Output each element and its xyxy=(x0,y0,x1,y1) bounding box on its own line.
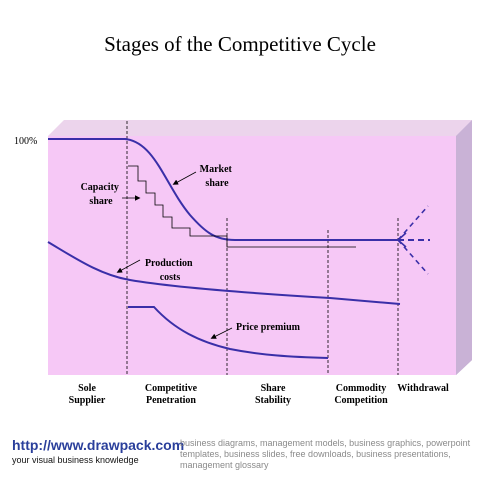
stage-line2: Supplier xyxy=(68,395,106,406)
stage-line1: Commodity xyxy=(335,383,387,394)
y-axis-label: 100% xyxy=(14,136,37,147)
price-premium-label: Price premium xyxy=(236,322,301,333)
capacity-share-label: Capacity share xyxy=(81,182,122,207)
footer-keywords: business diagrams, management models, bu… xyxy=(180,438,471,470)
capacity-share-label-line2: share xyxy=(89,196,113,207)
footer-link[interactable]: http://www.drawpack.com xyxy=(12,437,185,453)
stage-label-commodity-competition: Commodity Competition xyxy=(316,383,406,407)
production-costs-pointer xyxy=(116,259,141,273)
market-share-label-line1: Market xyxy=(200,164,233,175)
production-costs-label-line1: Production xyxy=(145,258,193,269)
panel xyxy=(48,136,456,375)
stage-label-competitive-penetration: Competitive Penetration xyxy=(126,383,216,407)
stage-line1: Withdrawal xyxy=(397,383,449,394)
panel-top-bevel xyxy=(48,120,472,136)
stage-line1: Sole xyxy=(78,383,96,394)
stage-line1: Competitive xyxy=(144,383,198,394)
production-costs-label-line2: costs xyxy=(160,272,181,283)
stage-line1: Share xyxy=(260,383,286,394)
footer-tagline: your visual business knowledge xyxy=(12,455,139,465)
market-share-label: Market share xyxy=(200,164,235,189)
diagram-title: Stages of the Competitive Cycle xyxy=(104,32,376,56)
market-share-curve xyxy=(48,138,398,241)
stage-label-withdrawal: Withdrawal xyxy=(378,383,468,395)
stage-label-share-stability: Share Stability xyxy=(228,383,318,407)
production-costs-label: Production costs xyxy=(145,258,195,283)
stage-label-sole-supplier: Sole Supplier xyxy=(42,383,132,407)
production-costs-curve xyxy=(47,241,401,305)
stage-line2: Competition xyxy=(334,395,388,406)
stage-line2: Penetration xyxy=(146,395,196,406)
withdrawal-arrow xyxy=(396,205,430,275)
market-share-pointer xyxy=(172,171,197,185)
stage-line2: Stability xyxy=(254,395,292,406)
capacity-share-steps xyxy=(128,165,356,248)
price-premium-curve xyxy=(128,306,329,359)
capacity-share-label-line1: Capacity xyxy=(81,182,119,193)
price-premium-pointer xyxy=(210,327,233,339)
market-share-label-line2: share xyxy=(205,178,229,189)
panel-right-bevel xyxy=(456,120,472,375)
